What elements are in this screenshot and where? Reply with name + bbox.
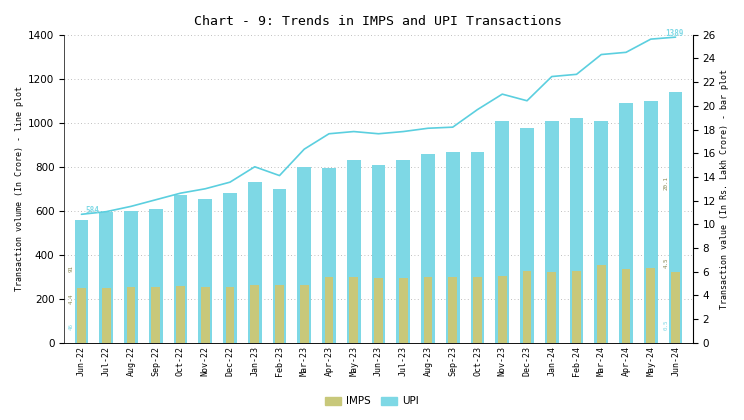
Bar (520, 128, 534, 343)
Bar (471, 152, 484, 343)
Bar (102, 288, 111, 343)
Bar (350, 277, 358, 343)
Bar (347, 160, 361, 343)
Text: 4.5: 4.5 (664, 257, 669, 268)
Bar (421, 154, 434, 343)
Bar (201, 287, 210, 343)
Text: 91: 91 (68, 265, 74, 273)
Bar (570, 118, 583, 343)
Bar (572, 271, 581, 343)
Text: 1389: 1389 (666, 29, 684, 39)
Bar (671, 273, 680, 343)
Bar (173, 195, 187, 343)
Bar (619, 103, 633, 343)
Bar (223, 192, 237, 343)
Bar (225, 287, 234, 343)
Bar (523, 271, 531, 343)
Text: 0.5: 0.5 (664, 319, 669, 330)
Bar (545, 121, 559, 343)
Bar (423, 277, 432, 343)
Bar (449, 277, 457, 343)
Bar (248, 182, 262, 343)
Bar (298, 167, 311, 343)
Bar (397, 160, 410, 343)
Text: 584: 584 (85, 206, 99, 215)
Bar (322, 168, 336, 343)
Bar (100, 212, 113, 343)
Bar (151, 287, 160, 343)
Bar (300, 285, 309, 343)
Bar (446, 152, 460, 343)
Text: 4.4: 4.4 (68, 294, 74, 304)
Bar (374, 278, 383, 343)
Bar (77, 288, 86, 343)
Y-axis label: Transaction value (In Rs. Lakh Crore) - bar plot: Transaction value (In Rs. Lakh Crore) - … (720, 69, 729, 309)
Bar (548, 273, 556, 343)
Bar (644, 101, 658, 343)
Text: 46: 46 (68, 323, 74, 330)
Bar (275, 285, 283, 343)
Bar (149, 209, 162, 343)
Bar (199, 199, 212, 343)
Bar (496, 121, 509, 343)
Bar (372, 165, 385, 343)
Bar (176, 286, 185, 343)
Bar (126, 287, 135, 343)
Bar (622, 269, 630, 343)
Y-axis label: Transaction volume (In Crore) - line plot: Transaction volume (In Crore) - line plo… (15, 86, 24, 291)
Bar (597, 265, 606, 343)
Bar (124, 211, 138, 343)
Bar (669, 92, 682, 343)
Bar (473, 277, 482, 343)
Bar (324, 277, 333, 343)
Bar (251, 284, 259, 343)
Bar (399, 278, 408, 343)
Bar (74, 220, 89, 343)
Text: 20.1: 20.1 (664, 176, 669, 190)
Bar (647, 268, 655, 343)
Legend: IMPS, UPI: IMPS, UPI (321, 392, 423, 411)
Bar (594, 121, 608, 343)
Bar (273, 189, 286, 343)
Bar (498, 276, 507, 343)
Title: Chart - 9: Trends in IMPS and UPI Transactions: Chart - 9: Trends in IMPS and UPI Transa… (194, 15, 562, 28)
